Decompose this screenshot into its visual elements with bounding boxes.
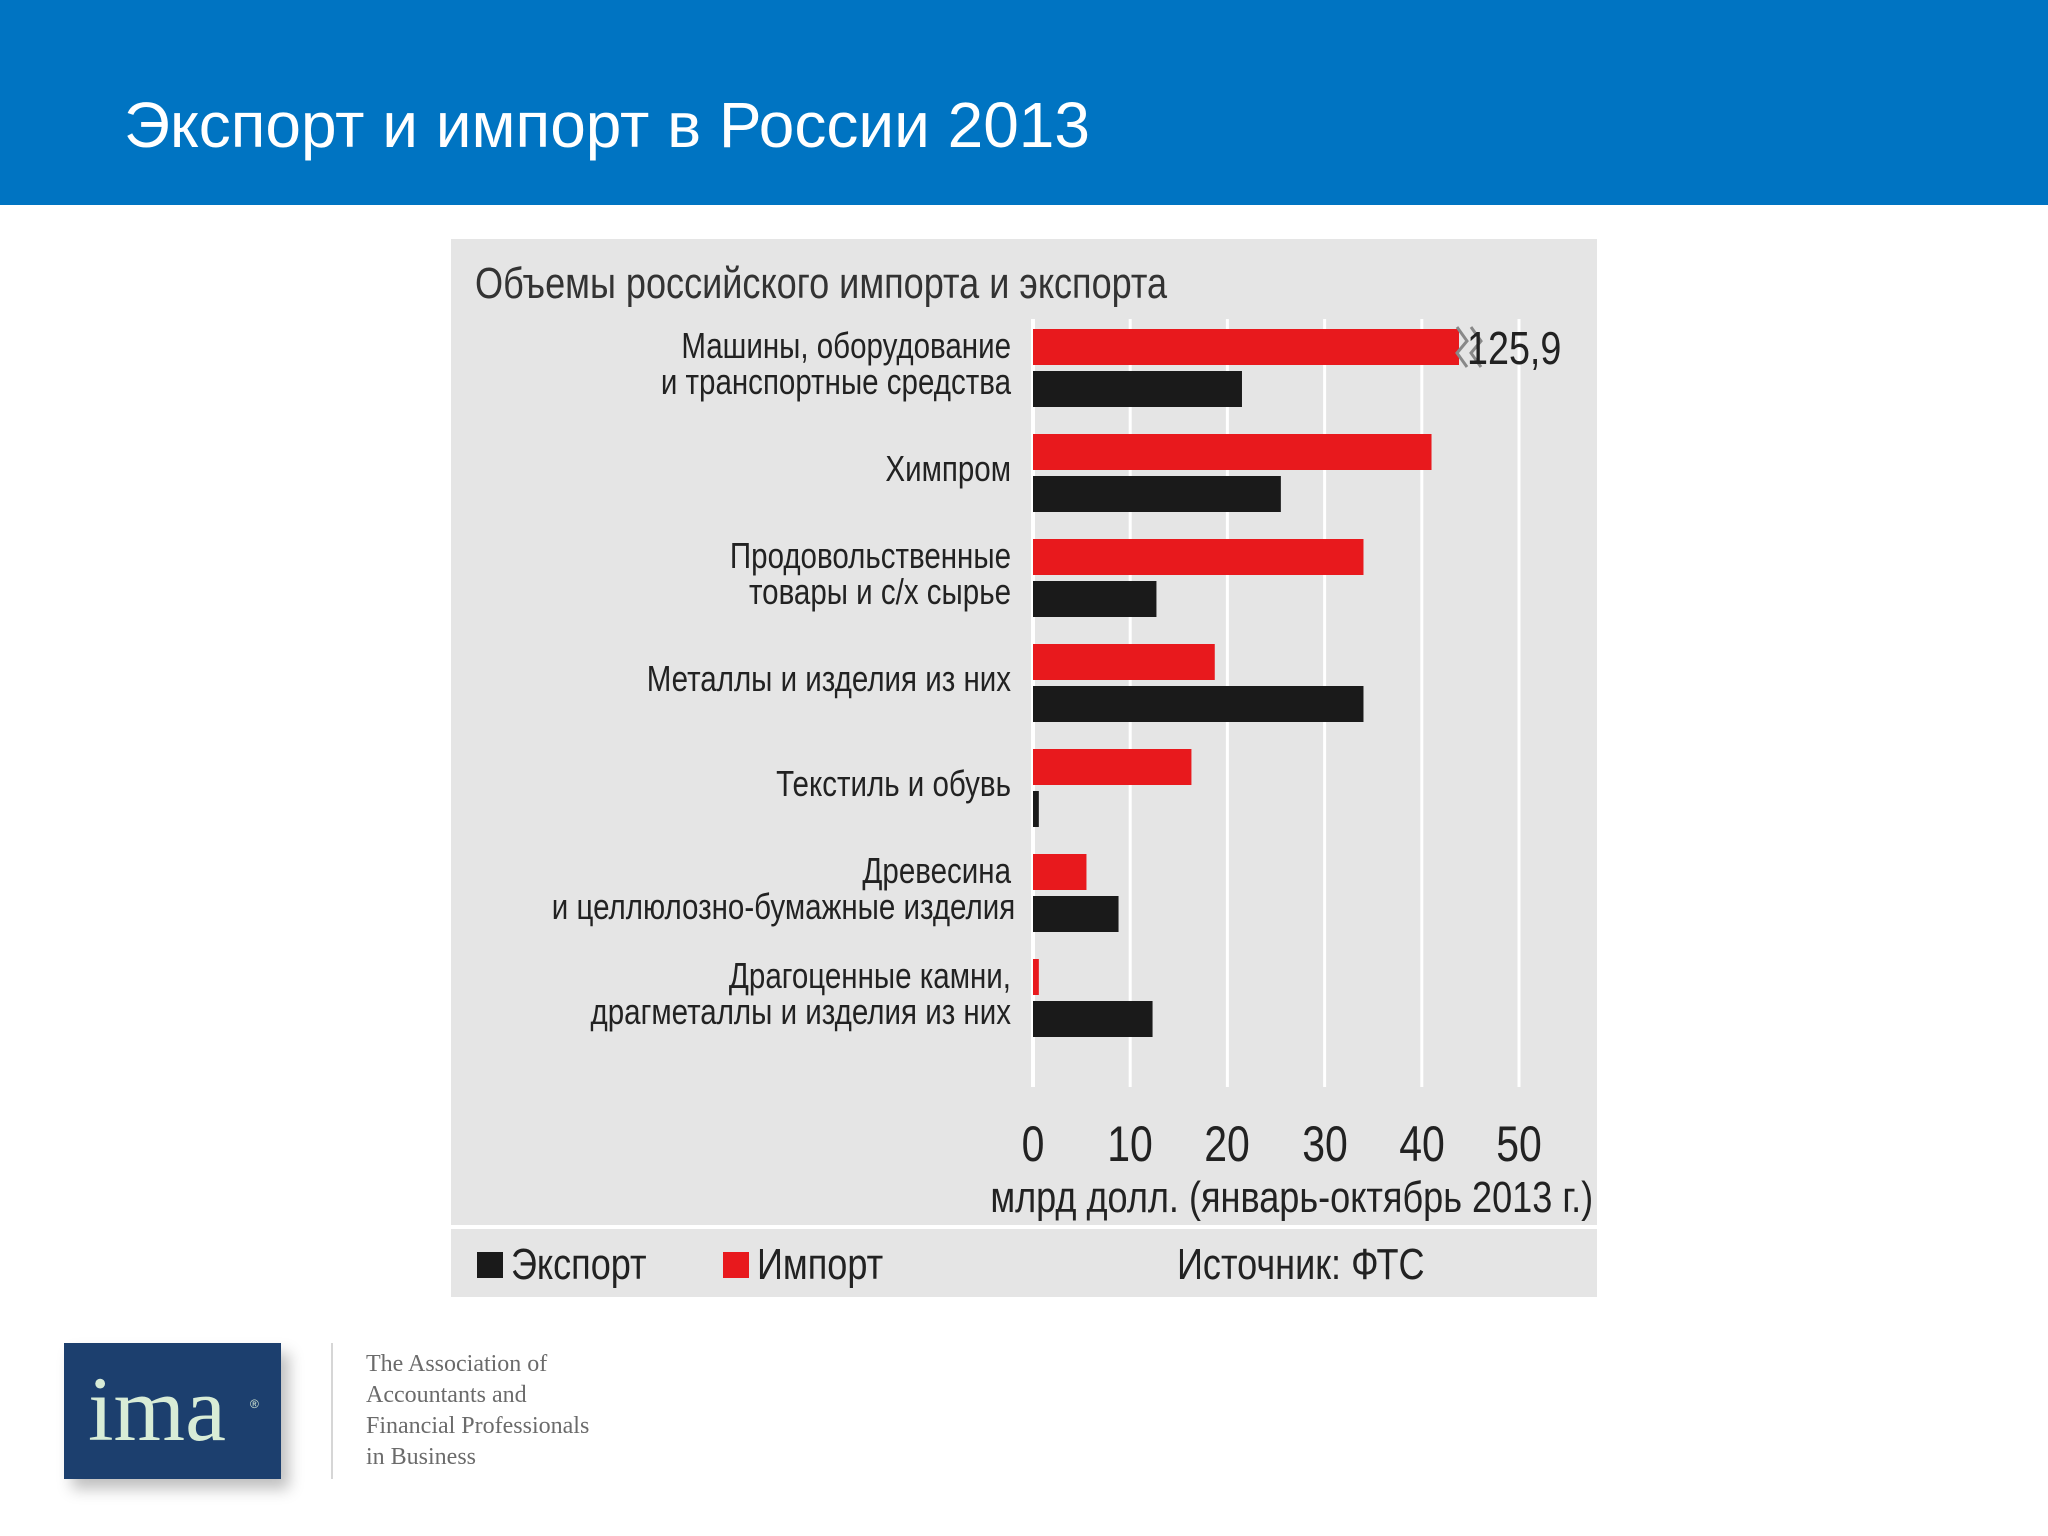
ima-tagline: The Association of Accountants and Finan… xyxy=(366,1349,589,1473)
x-tick-label: 20 xyxy=(1204,1116,1251,1172)
bar-export xyxy=(1033,686,1364,722)
category-label: Продовольственные товары и с/х сырье xyxy=(552,538,1011,610)
logo-text: ima xyxy=(88,1358,226,1460)
category-label: Драгоценные камни, драгметаллы и изделия … xyxy=(552,958,1011,1030)
bar-export xyxy=(1033,581,1157,617)
category-label: Древесина и целлюлозно-бумажные изделия xyxy=(551,850,1016,927)
category-label-line: драгметаллы и изделия из них xyxy=(590,991,1011,1032)
x-tick-label: 30 xyxy=(1301,1116,1348,1172)
bar-export xyxy=(1033,371,1242,407)
data-label: 125,9 xyxy=(1467,322,1562,374)
category-label-line: товары и с/х сырье xyxy=(748,571,1011,612)
category-label-line: Драгоценные камни, xyxy=(728,955,1011,996)
category-label-line: и целлюлозно-бумажные изделия xyxy=(551,886,1016,927)
category-label-line: Химпром xyxy=(885,448,1011,489)
bar-import xyxy=(1033,959,1039,995)
x-tick-label: 10 xyxy=(1107,1116,1153,1172)
legend-swatch-export xyxy=(477,1252,503,1278)
bar-export xyxy=(1033,1001,1153,1037)
bar-import xyxy=(1033,539,1364,575)
x-axis-label: млрд долл. (январь-октябрь 2013 г.) xyxy=(990,1173,1593,1222)
legend-label-import: Импорт xyxy=(757,1240,884,1289)
category-label: Машины, оборудование и транспортные средс… xyxy=(552,328,1011,400)
tagline-line: Financial Professionals xyxy=(366,1413,590,1439)
x-tick-label: 50 xyxy=(1496,1116,1542,1172)
legend-divider xyxy=(451,1225,1597,1229)
tagline-line: Accountants and xyxy=(366,1382,527,1408)
category-label-line: Древесина xyxy=(862,850,1011,891)
axis-break-stroke xyxy=(1469,326,1483,368)
bar-import xyxy=(1033,644,1215,680)
bar-export xyxy=(1033,476,1281,512)
bar-import xyxy=(1033,749,1192,785)
legend-item-export: Экспорт xyxy=(477,1239,676,1291)
axis-break-stroke xyxy=(1455,326,1469,368)
chart-plot xyxy=(1031,319,1521,1087)
category-label: Металлы и изделия из них xyxy=(552,661,1011,697)
slide-header: Экспорт и импорт в России 2013 xyxy=(0,0,2048,205)
legend-swatch-import xyxy=(723,1252,749,1278)
chart-source: Источник: ФТС xyxy=(1177,1240,1425,1289)
chart-panel: Объемы российского импорта и экспорта Ма… xyxy=(451,239,1597,1297)
category-label: Текстиль и обувь xyxy=(552,766,1011,802)
category-label-line: Металлы и изделия из них xyxy=(646,658,1011,699)
category-label-line: и транспортные средства xyxy=(660,361,1011,402)
bar-import xyxy=(1033,854,1087,890)
x-tick-label: 0 xyxy=(1021,1116,1045,1172)
axis-break-icon xyxy=(1457,327,1481,367)
bar-import xyxy=(1033,434,1432,470)
logo-separator xyxy=(331,1343,333,1479)
category-label-line: Текстиль и обувь xyxy=(776,763,1011,804)
ima-logo: ima ® xyxy=(64,1343,281,1479)
chart-title: Объемы российского импорта и экспорта xyxy=(475,259,1168,308)
x-tick-label: 40 xyxy=(1398,1116,1445,1172)
tagline-line: in Business xyxy=(366,1444,477,1470)
bar-export xyxy=(1033,791,1039,827)
category-label-line: Машины, оборудование xyxy=(681,325,1011,366)
slide-title: Экспорт и импорт в России 2013 xyxy=(124,89,1090,161)
legend-item-import: Импорт xyxy=(723,1239,911,1291)
logo-registered-mark: ® xyxy=(250,1397,259,1411)
category-label-line: Продовольственные xyxy=(729,535,1011,576)
category-label: Химпром xyxy=(552,451,1011,487)
tagline-line: The Association of xyxy=(366,1351,548,1377)
bar-export xyxy=(1033,896,1119,932)
legend-label-export: Экспорт xyxy=(511,1240,647,1289)
bar-import xyxy=(1033,329,1459,365)
